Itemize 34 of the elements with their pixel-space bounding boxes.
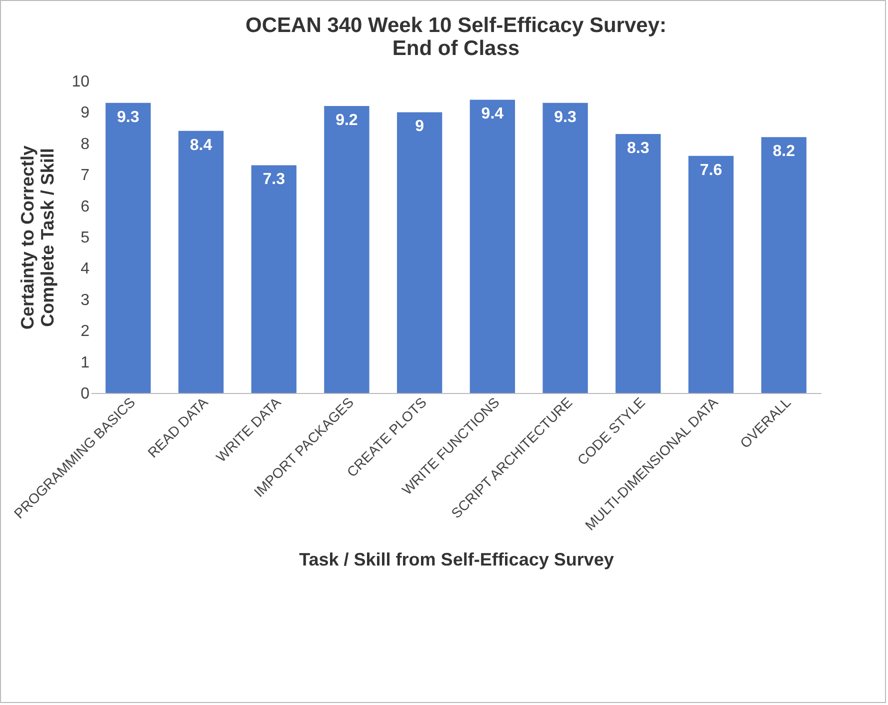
data-label: 9.3: [554, 108, 576, 126]
bar: [616, 134, 661, 393]
bar: [688, 156, 734, 393]
bar: [324, 106, 370, 393]
data-label: 8.4: [190, 136, 212, 154]
data-label: 8.3: [627, 140, 650, 158]
data-label: 9.2: [336, 112, 358, 129]
bar: [396, 112, 442, 393]
y-tick-label: 8: [80, 136, 90, 153]
y-axis-title: Certainty to Correctly Complete Task / Skill: [18, 145, 58, 330]
bar: [761, 137, 806, 393]
data-label: 9.4: [481, 106, 504, 123]
x-axis-title: Task / Skill from Self-Efficacy Survey: [299, 550, 614, 570]
y-tick-label: 9: [80, 104, 90, 122]
y-tick-label: 5: [80, 230, 90, 246]
bar: [178, 130, 224, 393]
bar: [542, 102, 588, 393]
bar: [251, 165, 296, 393]
y-tick-label: 4: [80, 260, 90, 278]
y-tick-label: 6: [80, 198, 90, 216]
y-tick-label: 0: [80, 386, 90, 402]
data-label: 8.2: [772, 143, 796, 160]
y-tick-label: 10: [72, 74, 90, 90]
bar: [106, 102, 151, 393]
bar: [470, 100, 516, 393]
data-label: 7.6: [700, 162, 722, 179]
y-tick-label: 3: [80, 292, 90, 309]
data-label: 7.3: [262, 171, 286, 188]
y-tick-label: 2: [80, 323, 90, 340]
data-label: 9: [415, 118, 424, 136]
y-tick-label: 1: [80, 354, 90, 372]
data-label: 9.3: [117, 108, 140, 126]
chart-title: OCEAN 340 Week 10 Self-Efficacy Survey: End of Class: [246, 14, 666, 60]
y-tick-label: 7: [80, 167, 90, 184]
